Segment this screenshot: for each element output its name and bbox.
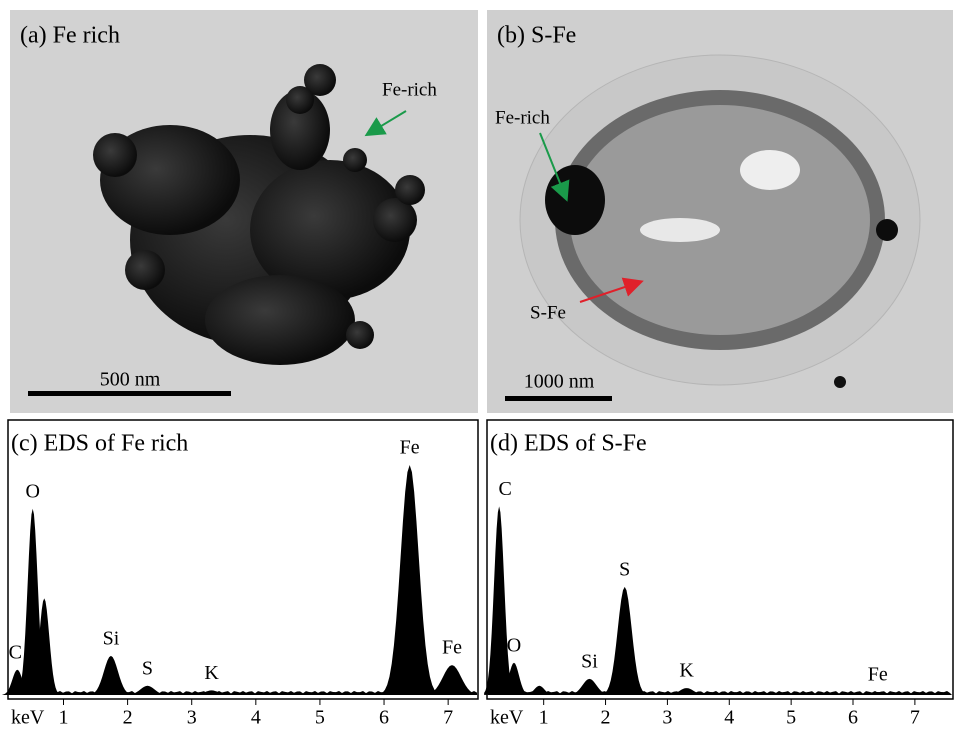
x-tick-label: 6 bbox=[379, 707, 389, 729]
x-tick-label: 6 bbox=[848, 707, 858, 729]
x-tick-label: 2 bbox=[123, 707, 133, 729]
peak-label: Si bbox=[103, 627, 120, 649]
arrow bbox=[579, 277, 644, 303]
peak bbox=[29, 598, 60, 695]
peak bbox=[850, 692, 905, 695]
peak bbox=[568, 678, 611, 695]
peak bbox=[89, 655, 132, 695]
x-tick-label: 3 bbox=[662, 707, 672, 729]
peak-label: Si bbox=[581, 650, 598, 672]
spectrum-title: (d) EDS of S-Fe bbox=[490, 431, 647, 457]
peak-label: S bbox=[619, 558, 630, 580]
x-tick-label: 3 bbox=[187, 707, 197, 729]
peak-label: Fe bbox=[868, 664, 888, 686]
panel-b: (b) S-Fe Fe-rich S-Fe 1000 nm bbox=[487, 10, 953, 413]
arrow bbox=[539, 132, 570, 202]
x-tick-label: 4 bbox=[251, 707, 261, 729]
x-tick-label: 1 bbox=[539, 707, 549, 729]
scale-bar-label: 500 nm bbox=[100, 369, 161, 391]
x-tick-label: 7 bbox=[910, 707, 920, 729]
spectrum-frame bbox=[486, 419, 954, 700]
panel-label: (a) Fe rich bbox=[20, 23, 120, 49]
panel-label: (b) S-Fe bbox=[497, 23, 576, 49]
panel-a: (a) Fe rich Fe-rich 500 nm bbox=[10, 10, 478, 413]
peak bbox=[424, 665, 479, 695]
peak-label: C bbox=[9, 641, 22, 663]
annotation: Fe-rich bbox=[495, 107, 550, 128]
peak-label: S bbox=[142, 657, 153, 679]
spectrum-frame bbox=[7, 419, 479, 700]
peak-label: O bbox=[25, 480, 39, 502]
scale-bar bbox=[505, 396, 612, 401]
peak bbox=[382, 465, 437, 695]
annotation: S-Fe bbox=[530, 302, 566, 323]
peak bbox=[126, 685, 169, 695]
scale-bar-label: 1000 nm bbox=[524, 371, 595, 393]
scale-bar bbox=[28, 391, 231, 396]
peak-label: Fe bbox=[400, 437, 420, 459]
spectrum-title: (c) EDS of Fe rich bbox=[11, 431, 188, 457]
x-axis-label: keV bbox=[11, 707, 45, 729]
peak bbox=[190, 690, 233, 695]
peak-label: K bbox=[204, 662, 219, 684]
peak-label: Fe bbox=[442, 637, 462, 659]
peak-label: O bbox=[507, 634, 521, 656]
x-tick-label: 5 bbox=[786, 707, 796, 729]
peak-label: K bbox=[679, 660, 694, 682]
particles bbox=[93, 64, 425, 365]
peak bbox=[524, 685, 555, 695]
peak bbox=[498, 662, 529, 695]
x-tick-label: 7 bbox=[443, 707, 453, 729]
x-tick-label: 4 bbox=[724, 707, 734, 729]
peak bbox=[603, 586, 646, 695]
annotation: Fe-rich bbox=[382, 79, 437, 100]
x-axis-label: keV bbox=[490, 707, 524, 729]
peak-label: C bbox=[498, 478, 511, 500]
peak bbox=[665, 688, 708, 695]
x-tick-label: 1 bbox=[58, 707, 68, 729]
x-tick-label: 2 bbox=[601, 707, 611, 729]
arrow bbox=[364, 110, 407, 137]
x-tick-label: 5 bbox=[315, 707, 325, 729]
peak bbox=[484, 506, 515, 695]
